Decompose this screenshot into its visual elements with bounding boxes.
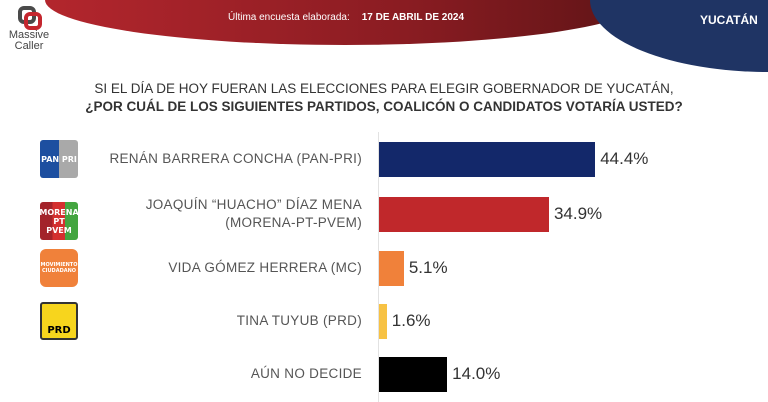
category-label: AÚN NO DECIDE [251, 365, 362, 383]
data-label: 44.4% [600, 149, 649, 168]
survey-date-text: Última encuesta elaborada: 17 DE ABRIL DE… [228, 12, 464, 23]
category-label: JOAQUÍN “HUACHO” DÍAZ MENA (MORENA-PT-PVE… [146, 196, 362, 232]
massive-caller-logo: Massive Caller [4, 6, 54, 52]
category-label-line: RENÁN BARRERA CONCHA (PAN-PRI) [109, 151, 362, 166]
category-label: TINA TUYUB (PRD) [237, 312, 362, 330]
category-label: VIDA GÓMEZ HERRERA (MC) [168, 259, 362, 277]
bar [379, 357, 448, 392]
bar [379, 142, 596, 177]
category-label-line: JOAQUÍN “HUACHO” DÍAZ MENA [145, 197, 362, 212]
category-label-line: VIDA GÓMEZ HERRERA (MC) [168, 260, 362, 275]
bar [379, 304, 387, 339]
logo-mark-icon [16, 6, 42, 30]
prd-logo-icon: PRD [40, 302, 78, 340]
bar [379, 197, 549, 232]
data-label: 34.9% [553, 204, 603, 223]
survey-label: Última encuesta elaborada: [228, 12, 350, 23]
survey-date: 17 DE ABRIL DE 2024 [361, 12, 465, 23]
data-label: 5.1% [408, 258, 448, 277]
pan-pri-logo-icon: PAN PRI [40, 140, 78, 178]
category-label-line: AÚN NO DECIDE [250, 366, 362, 381]
category-label-line: TINA TUYUB (PRD) [236, 313, 362, 328]
category-label: RENÁN BARRERA CONCHA (PAN-PRI) [109, 150, 362, 168]
data-label: 14.0% [452, 364, 501, 383]
question: SI EL DÍA DE HOY FUERAN LAS ELECCIONES P… [0, 80, 768, 116]
mc-logo-icon: MOVIMIENTO CIUDADANO [40, 249, 78, 287]
header-region-circle [590, 0, 768, 72]
question-line-2: ¿POR CUÁL DE LOS SIGUIENTES PARTIDOS, CO… [85, 99, 683, 114]
region-label: YUCATÁN [700, 13, 758, 27]
morena-pt-pvem-logo-icon: MORENA PT PVEM [40, 202, 78, 240]
data-label: 1.6% [391, 311, 431, 330]
question-line-1: SI EL DÍA DE HOY FUERAN LAS ELECCIONES P… [94, 81, 674, 96]
brand-name: Massive Caller [8, 29, 50, 52]
category-label-line: (MORENA-PT-PVEM) [225, 215, 362, 230]
axis-line [378, 132, 379, 402]
bar [379, 251, 404, 286]
